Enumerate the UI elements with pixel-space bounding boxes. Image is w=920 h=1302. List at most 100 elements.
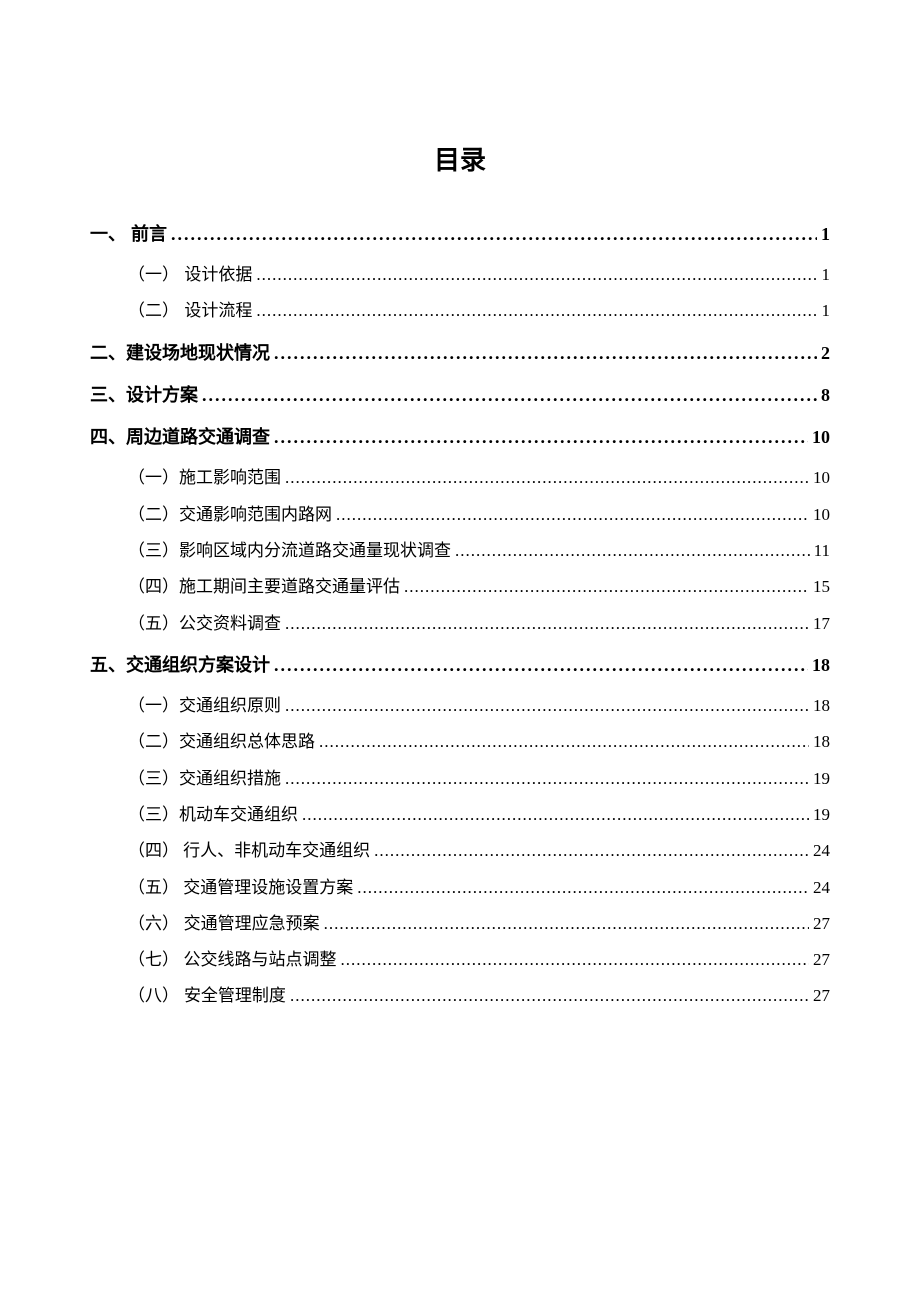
toc-entry-title: 设计方案 [126, 378, 202, 412]
toc-entry: （四）施工期间主要道路交通量评估........................… [128, 571, 830, 603]
toc-entry-page: 27 [809, 980, 830, 1012]
toc-entry-number: （五） [128, 872, 179, 904]
toc-entry-number: 四、 [90, 420, 126, 454]
toc-entry-number: （二） [128, 499, 179, 531]
toc-entry: （二）设计流程.................................… [128, 295, 830, 327]
toc-entry: （八）安全管理制度...............................… [128, 980, 830, 1012]
toc-entry-title: 前言 [131, 217, 171, 251]
page-title: 目录 [90, 140, 830, 177]
toc-dot-leader: ........................................… [455, 535, 810, 567]
toc-entry-number: （一） [128, 462, 179, 494]
toc-entry-number: 二、 [90, 336, 126, 370]
toc-entry: 三、设计方案..................................… [90, 378, 830, 412]
toc-dot-leader: ........................................… [319, 726, 809, 758]
toc-entry-page: 17 [809, 608, 830, 640]
toc-entry-number: （一） [128, 259, 179, 291]
toc-entry-title: 交通组织方案设计 [126, 648, 274, 682]
toc-entry-title: 建设场地现状情况 [126, 336, 274, 370]
toc-dot-leader: ........................................… [256, 259, 817, 291]
toc-entry-title: 交通组织措施 [179, 763, 285, 795]
toc-entry-title: 交通管理应急预案 [184, 908, 324, 940]
toc-dot-leader: ........................................… [256, 295, 817, 327]
toc-entry-title: 交通管理设施设置方案 [183, 872, 357, 904]
toc-entry: 二、建设场地现状情况..............................… [90, 336, 830, 370]
toc-entry-number: （八） [128, 980, 179, 1012]
toc-entry-page: 18 [808, 648, 830, 682]
toc-dot-leader: ........................................… [274, 336, 817, 370]
toc-entry: （一）设计依据.................................… [128, 259, 830, 291]
toc-entry-page: 18 [809, 690, 830, 722]
toc-dot-leader: ........................................… [302, 799, 809, 831]
toc-entry-title: 周边道路交通调查 [126, 420, 274, 454]
toc-entry-page: 1 [818, 295, 831, 327]
toc-entry-title: 交通组织原则 [179, 690, 285, 722]
document-page: 目录 一、前言.................................… [0, 0, 920, 1107]
toc-entry-title: 施工期间主要道路交通量评估 [179, 571, 404, 603]
toc-entry-page: 15 [809, 571, 830, 603]
toc-entry-number: （二） [128, 295, 179, 327]
toc-entry-page: 19 [809, 799, 830, 831]
toc-entry-title: 交通组织总体思路 [179, 726, 319, 758]
toc-entry-page: 10 [808, 420, 830, 454]
toc-entry-number: （一） [128, 690, 179, 722]
toc-entry-page: 2 [817, 336, 830, 370]
toc-entry-number: 三、 [90, 378, 126, 412]
toc-entry-page: 27 [809, 908, 830, 940]
toc-entry: （一）施工影响范围...............................… [128, 462, 830, 494]
toc-entry: （四）行人、非机动车交通组织..........................… [128, 835, 830, 867]
toc-dot-leader: ........................................… [290, 980, 809, 1012]
toc-entry-page: 19 [809, 763, 830, 795]
toc-entry-number: （三） [128, 799, 179, 831]
toc-entry-page: 18 [809, 726, 830, 758]
toc-dot-leader: ........................................… [404, 571, 809, 603]
toc-entry: （二）交通组织总体思路.............................… [128, 726, 830, 758]
toc-dot-leader: ........................................… [336, 499, 809, 531]
toc-entry: （二）交通影响范围内路网............................… [128, 499, 830, 531]
toc-entry-page: 8 [817, 378, 830, 412]
toc-entry-title: 行人、非机动车交通组织 [183, 835, 374, 867]
toc-entry-page: 10 [809, 499, 830, 531]
toc-entry: （三）交通组织措施...............................… [128, 763, 830, 795]
toc-entry-number: （三） [128, 535, 179, 567]
toc-entry-title: 安全管理制度 [184, 980, 290, 1012]
toc-entry-page: 10 [809, 462, 830, 494]
toc-entry-number: （七） [128, 944, 179, 976]
toc-dot-leader: ........................................… [357, 872, 809, 904]
toc-entry: 四、周边道路交通调查..............................… [90, 420, 830, 454]
toc-entry-title: 公交资料调查 [179, 608, 285, 640]
toc-entry-page: 24 [809, 835, 830, 867]
toc-entry-page: 1 [817, 217, 830, 251]
toc-dot-leader: ........................................… [374, 835, 809, 867]
toc-entry-number: （四） [128, 835, 179, 867]
toc-entry: 一、前言....................................… [90, 217, 830, 251]
toc-entry: （五）交通管理设施设置方案...........................… [128, 872, 830, 904]
toc-entry-title: 机动车交通组织 [179, 799, 302, 831]
toc-entry-page: 27 [809, 944, 830, 976]
toc-entry: （七）公交线路与站点调整............................… [128, 944, 830, 976]
toc-entry-title: 交通影响范围内路网 [179, 499, 336, 531]
toc-entry-number: （六） [128, 908, 179, 940]
toc-entry-number: 五、 [90, 648, 126, 682]
toc-dot-leader: ........................................… [274, 648, 808, 682]
toc-entry: 五、交通组织方案设计..............................… [90, 648, 830, 682]
toc-entry-title: 公交线路与站点调整 [183, 944, 340, 976]
toc-entry-title: 设计流程 [184, 295, 256, 327]
toc-entry-number: 一、 [90, 217, 126, 251]
toc-dot-leader: ........................................… [324, 908, 809, 940]
toc-entry-number: （三） [128, 763, 179, 795]
toc-entry-number: （二） [128, 726, 179, 758]
toc-entry-title: 设计依据 [184, 259, 256, 291]
toc-entry: （一）交通组织原则...............................… [128, 690, 830, 722]
toc-dot-leader: ........................................… [202, 378, 817, 412]
toc-entry-number: （四） [128, 571, 179, 603]
toc-dot-leader: ........................................… [340, 944, 809, 976]
toc-entry-page: 1 [818, 259, 831, 291]
toc-entry-page: 11 [810, 535, 830, 567]
toc-dot-leader: ........................................… [285, 690, 809, 722]
toc-entry: （三）影响区域内分流道路交通量现状调查.....................… [128, 535, 830, 567]
toc-dot-leader: ........................................… [274, 420, 808, 454]
toc-dot-leader: ........................................… [171, 217, 817, 251]
toc-dot-leader: ........................................… [285, 608, 809, 640]
toc-entry: （三）机动车交通组织..............................… [128, 799, 830, 831]
toc-entry-title: 影响区域内分流道路交通量现状调查 [179, 535, 455, 567]
